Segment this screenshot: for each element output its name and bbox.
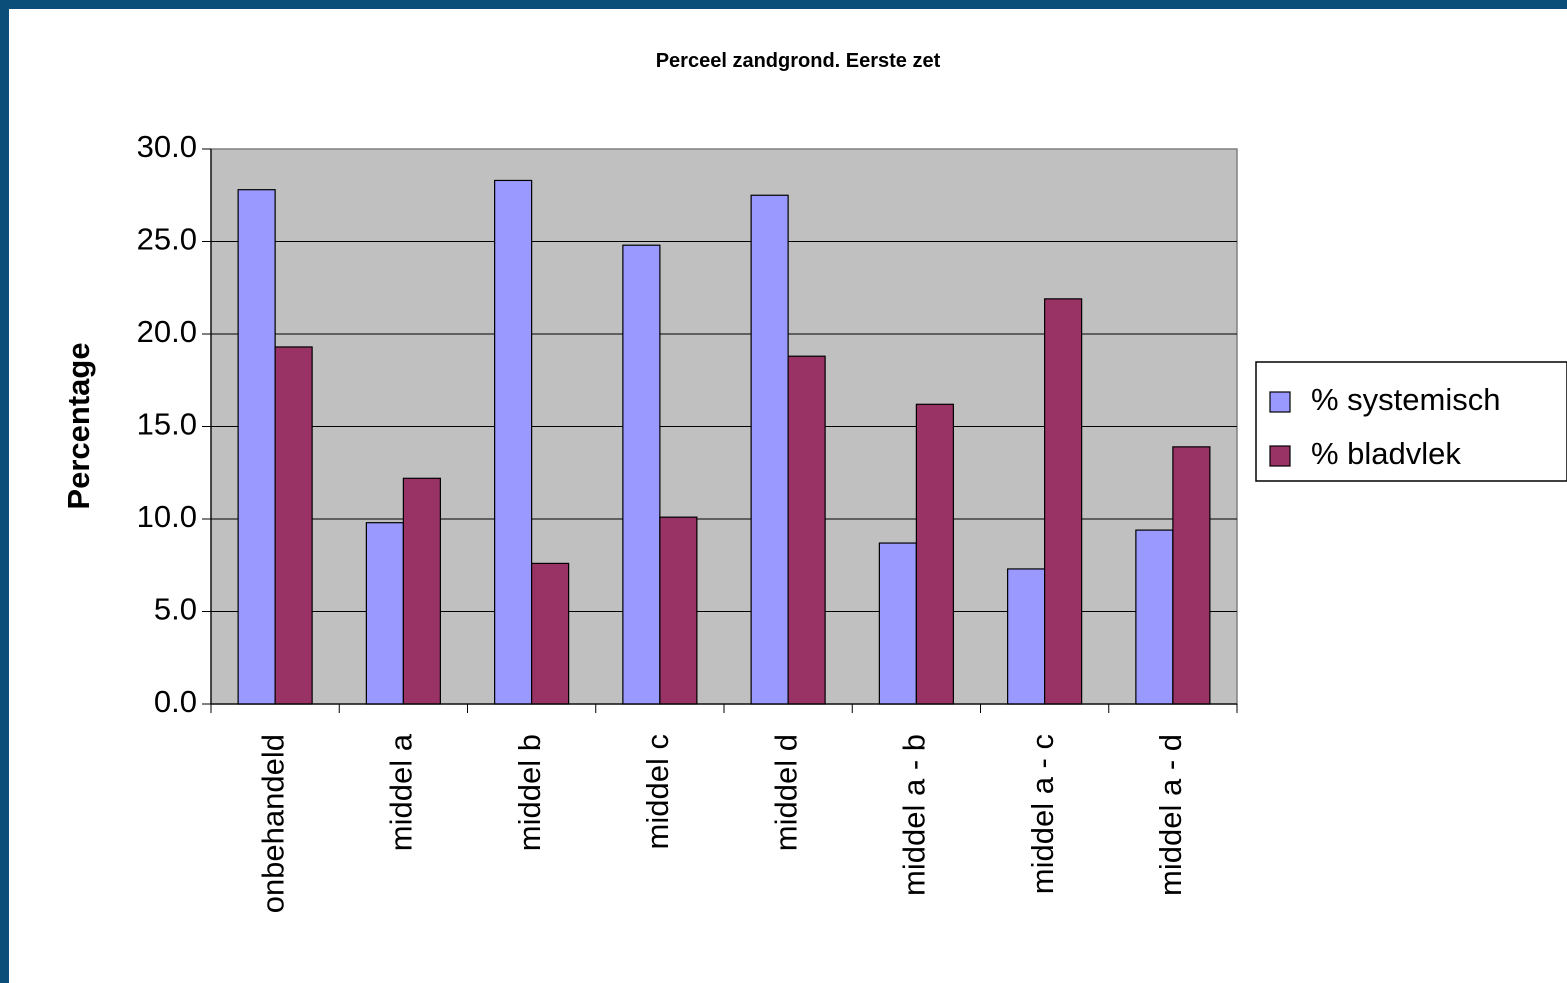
y-tick-label: 20.0	[137, 314, 197, 349]
legend: % systemisch % bladvlek	[1255, 361, 1567, 482]
bar-systemisch	[878, 542, 917, 705]
y-tick-label: 25.0	[137, 222, 197, 257]
bar-systemisch	[494, 179, 533, 705]
x-tick-label: middel a - d	[1153, 734, 1188, 896]
x-tick-labels: onbehandeld middel a middel b middel c midde…	[255, 733, 1188, 913]
y-tick-label: 15.0	[137, 407, 197, 442]
x-tick-label: middel a - b	[897, 734, 932, 896]
x-tick-label: middel a - c	[1025, 734, 1060, 894]
bar-bladvlek	[659, 516, 698, 705]
legend-label: % bladvlek	[1311, 436, 1461, 471]
bar-systemisch	[622, 244, 661, 705]
bar-bladvlek	[531, 562, 570, 705]
legend-swatch	[1269, 391, 1291, 413]
chart-title: Perceel zandgrond. Eerste zet	[656, 50, 941, 72]
bar-systemisch	[365, 522, 404, 705]
bar-systemisch	[1007, 568, 1046, 705]
legend-label: % systemisch	[1311, 382, 1500, 417]
y-axis-label: Percentage	[61, 342, 96, 509]
x-tick-label: middel c	[640, 734, 675, 849]
legend-swatch	[1269, 445, 1291, 467]
bar-systemisch	[1135, 529, 1174, 705]
legend-box	[1255, 361, 1567, 482]
bar-bladvlek	[787, 355, 826, 705]
bar-bladvlek	[1044, 298, 1083, 705]
x-tick-label: onbehandeld	[255, 734, 290, 913]
x-tick-label: middel b	[512, 734, 547, 851]
bar-bladvlek	[402, 477, 441, 705]
bar-bladvlek	[274, 346, 313, 705]
y-tick-label: 30.0	[137, 129, 197, 164]
bars	[237, 179, 1211, 705]
x-tick-label: middel d	[768, 734, 803, 851]
bar-systemisch	[237, 189, 276, 705]
y-tick-labels: 0.0 5.0 10.0 15.0 20.0 25.0 30.0	[137, 129, 197, 719]
y-tick-label: 0.0	[154, 684, 197, 719]
bar-bladvlek	[1172, 446, 1211, 705]
y-tick-label: 10.0	[137, 499, 197, 534]
y-tick-label: 5.0	[154, 592, 197, 627]
axes	[202, 148, 1238, 713]
bar-bladvlek	[915, 403, 954, 705]
x-tick-label: middel a	[384, 733, 419, 851]
bar-systemisch	[750, 194, 789, 705]
